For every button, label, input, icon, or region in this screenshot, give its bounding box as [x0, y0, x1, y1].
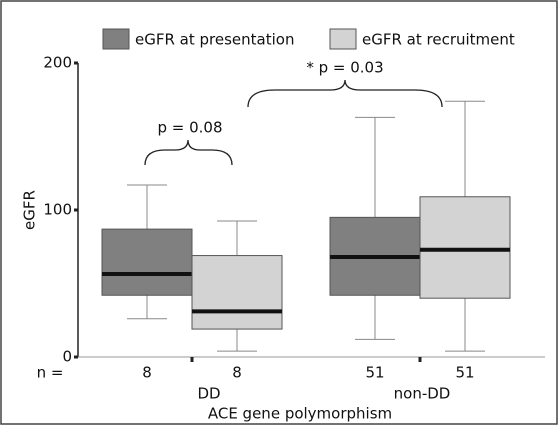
bracket [247, 79, 443, 108]
legend-swatch [329, 28, 357, 50]
n-value: 51 [455, 364, 474, 382]
legend-label: eGFR at recruitment [362, 31, 515, 49]
annotation: p = 0.08 [157, 119, 222, 137]
box [101, 228, 193, 296]
annotation: * p = 0.03 [306, 59, 383, 77]
x-tick-label: non-DD [394, 385, 451, 403]
n-value: 8 [232, 364, 242, 382]
y-axis-label: eGFR [21, 190, 39, 230]
n-label: n = [37, 364, 64, 382]
n-value: 51 [365, 364, 384, 382]
legend-swatch [102, 28, 130, 50]
x-axis-label: ACE gene polymorphism [208, 405, 392, 423]
y-tick-label: 200 [43, 54, 72, 72]
bracket [144, 139, 233, 166]
n-value: 8 [142, 364, 152, 382]
box [419, 196, 511, 299]
box [191, 255, 283, 330]
y-tick-label: 100 [43, 201, 72, 219]
y-tick-label: 0 [62, 348, 72, 366]
legend-label: eGFR at presentation [135, 31, 294, 49]
x-tick-label: DD [197, 385, 220, 403]
